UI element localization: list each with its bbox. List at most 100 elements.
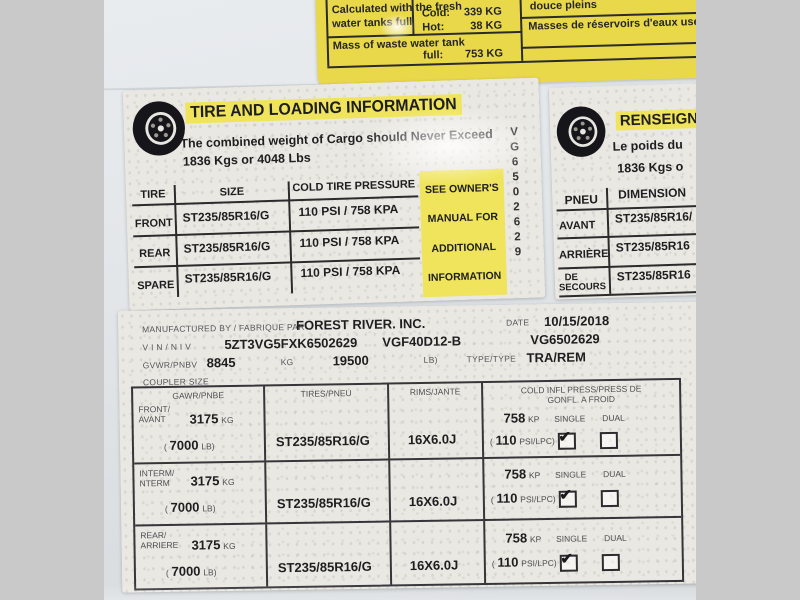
table-row: REAR/ ARRIERE 3175 KG ( 7000 LB) bbox=[135, 515, 683, 589]
water-tank-mass-label: Calculated with the fresh water tanks fu… bbox=[314, 0, 696, 89]
manufactured-by-label: MANUFACTURED BY / FABRIQUE PAR bbox=[142, 321, 305, 335]
waste-water-value: 753 KG bbox=[464, 47, 504, 61]
rims-cell: 16X6.0J bbox=[390, 458, 486, 521]
hot-value: 38 KG bbox=[470, 19, 503, 33]
gawr-cell: INTERM/ NTERM 3175 KG ( 7000 LB) bbox=[134, 462, 268, 525]
axle-label: INTERM/ NTERM bbox=[139, 467, 175, 489]
divider bbox=[327, 53, 696, 69]
pneu-col-header: PNEU bbox=[564, 192, 599, 208]
type-label: TYPE/TYPE bbox=[466, 353, 517, 365]
avant-row-label: AVANT bbox=[558, 219, 596, 233]
pressure-cell: 758 KP SINGLE DUAL ( 110 PSI/LPC) ✔ bbox=[485, 518, 682, 583]
gvwr-lb-value: 19500 bbox=[332, 352, 369, 369]
psi-line: ( 110 PSI/LPC) ✔ bbox=[490, 428, 619, 451]
axle-label: FRONT/ AVANT bbox=[138, 403, 171, 425]
spare-pressure: 110 PSI / 758 KPA bbox=[300, 262, 401, 281]
single-checkbox-checked-icon: ✔ bbox=[557, 428, 576, 450]
gawr-lb: ( 7000 LB) bbox=[164, 499, 216, 515]
tire-icon-french bbox=[553, 104, 609, 165]
secours-size: ST235/85R16 bbox=[616, 267, 691, 284]
rims-col-header: RIMS/JANTE bbox=[409, 386, 461, 398]
kp-line: 758 KP SINGLE DUAL bbox=[503, 410, 625, 426]
french-subtitle-1: Le poids du bbox=[612, 137, 683, 154]
axle-label: REAR/ ARRIERE bbox=[140, 529, 179, 551]
gawr-kg: 3175 KG bbox=[190, 473, 235, 489]
kp-line: 758 KP SINGLE DUAL bbox=[505, 530, 627, 546]
gawr-lb: ( 7000 LB) bbox=[165, 563, 217, 579]
gawr-cell: GAWR/PNBE FRONT/ AVANT 3175 KG ( 7000 bbox=[133, 386, 267, 463]
tire-label-title: TIRE AND LOADING INFORMATION bbox=[185, 93, 462, 124]
see-owners-manual-note: SEE OWNER'S MANUAL FOR ADDITIONAL INFORM… bbox=[419, 168, 508, 298]
gawr-kg: 3175 KG bbox=[191, 537, 236, 553]
front-pressure: 110 PSI / 758 KPA bbox=[298, 201, 399, 220]
gvwr-kg-value: 8845 bbox=[206, 354, 236, 371]
type-value: TRA/REM bbox=[526, 349, 586, 366]
gawr-table: GAWR/PNBE FRONT/ AVANT 3175 KG ( 7000 bbox=[131, 377, 685, 591]
arriere-row-label: ARRIÈRE bbox=[558, 247, 609, 262]
rim-size: 16X6.0J bbox=[408, 493, 458, 510]
tire-col-header: TIRE bbox=[140, 188, 166, 202]
divider bbox=[605, 187, 612, 294]
note-line-3: ADDITIONAL bbox=[431, 240, 497, 255]
single-checkbox-checked-icon: ✔ bbox=[558, 486, 577, 508]
tire-row-front: FRONT bbox=[134, 217, 173, 231]
dual-checkbox-empty-icon bbox=[602, 553, 621, 572]
dimension-col-header: DIMENSION bbox=[617, 185, 687, 202]
rim-size: 16X6.0J bbox=[407, 431, 457, 448]
dual-checkbox-empty-icon bbox=[600, 431, 619, 450]
waste-water-label: full: bbox=[422, 49, 444, 62]
note-line-2: MANUAL FOR bbox=[427, 211, 499, 226]
rims-cell: 16X6.0J bbox=[391, 520, 487, 585]
tires-col-header: TIRES/PNEU bbox=[300, 388, 352, 399]
french-subtitle-2: 1836 Kgs o bbox=[617, 159, 684, 176]
pressure-col-header: COLD TIRE PRESSURE bbox=[292, 178, 416, 195]
note-line-1: SEE OWNER'S bbox=[424, 181, 499, 196]
tire-size: ST235/85R16/G bbox=[277, 558, 372, 576]
arriere-size: ST235/85R16 bbox=[615, 238, 691, 255]
gvwr-kg-unit: KG bbox=[280, 356, 294, 368]
psi-line: ( 110 PSI/LPC) ✔ bbox=[492, 550, 621, 573]
tire-label-subtitle-1: The combined weight of Cargo should Neve… bbox=[180, 126, 493, 151]
wall-bottom-highlight bbox=[104, 584, 696, 600]
tires-cell: ST235/85R16/G bbox=[267, 522, 393, 587]
tire-icon bbox=[129, 99, 189, 164]
table-row: GAWR/PNBE FRONT/ AVANT 3175 KG ( 7000 bbox=[133, 380, 680, 463]
vin-value: 5ZT3VG5FXK6502629 bbox=[224, 334, 358, 353]
rim-size: 16X6.0J bbox=[409, 557, 459, 574]
size-col-header: SIZE bbox=[219, 185, 245, 199]
tire-size: ST235/85R16/G bbox=[275, 432, 370, 450]
tires-cell: TIRES/PNEU ST235/85R16/G bbox=[265, 384, 391, 461]
tire-size: ST235/85R16/G bbox=[276, 494, 371, 512]
dual-checkbox-empty-icon bbox=[601, 489, 620, 508]
hot-label: Hot: bbox=[422, 21, 445, 34]
psi-line: ( 110 PSI/LPC) ✔ bbox=[491, 486, 620, 509]
divider bbox=[520, 39, 696, 49]
rear-pressure: 110 PSI / 758 KPA bbox=[299, 232, 400, 251]
gawr-kg: 3175 KG bbox=[189, 411, 234, 427]
vin-label: V I N / N I V bbox=[142, 341, 192, 353]
date-value: 10/15/2018 bbox=[543, 313, 610, 330]
waste-water-line1: Mass of waste water tank bbox=[332, 36, 465, 53]
french-tire-info-label: RENSEIGNE Le poids du 1836 Kgs o PNEU DI… bbox=[548, 80, 696, 300]
gvwr-lb-unit: LB) bbox=[423, 354, 438, 365]
pressure-cell: COLD INFL PRESS/PRESS DE GONFL. A FROID … bbox=[483, 380, 680, 457]
divider bbox=[324, 0, 330, 67]
fr-waste-line1: Masses de réservoirs d'eaux usee bbox=[528, 15, 696, 33]
gawr-col-header: GAWR/PNBE bbox=[172, 390, 225, 401]
gvwr-label: GVWR/PNBV bbox=[142, 359, 198, 371]
divider bbox=[287, 181, 294, 294]
gawr-lb: ( 7000 LB) bbox=[163, 437, 215, 453]
front-size: ST235/85R16/G bbox=[182, 208, 270, 225]
rims-cell: RIMS/JANTE 16X6.0J bbox=[389, 383, 485, 459]
cold-value: 339 KG bbox=[463, 5, 502, 19]
secours-row-label-2: SECOURS bbox=[558, 280, 607, 294]
pressure-cell: 758 KP SINGLE DUAL ( 110 PSI/LPC) ✔ bbox=[484, 456, 681, 519]
avant-size: ST235/85R16/ bbox=[614, 209, 693, 226]
tire-row-rear: REAR bbox=[139, 247, 171, 261]
vertical-serial-code: VG6502629 bbox=[507, 126, 525, 262]
serial-number: VG6502629 bbox=[530, 331, 600, 348]
kp-line: 758 KP SINGLE DUAL bbox=[504, 466, 626, 482]
fresh-water-calc-line2: water tanks full bbox=[332, 15, 413, 31]
fr-fresh-water-text: douce pleins bbox=[529, 0, 598, 13]
tire-row-spare: SPARE bbox=[137, 279, 175, 293]
